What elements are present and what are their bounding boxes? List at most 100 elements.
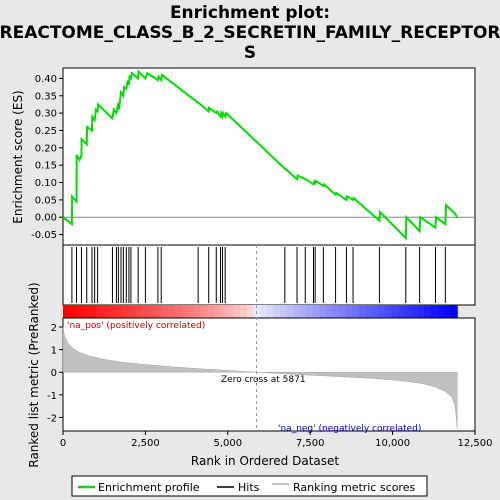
color-bar-segment [69, 305, 77, 318]
es-panel-frame [62, 67, 476, 246]
color-bar-segment [292, 305, 301, 318]
color-bar-segment [128, 305, 136, 318]
x-tick-label: 2,500 [131, 438, 160, 449]
color-bar-segment [240, 305, 248, 318]
rank-y-tick-label: -2 [47, 413, 57, 424]
rank-y-tick-label: 2 [51, 323, 57, 334]
rank-y-tick-label: 0 [51, 368, 57, 379]
color-bar-segment [108, 305, 117, 318]
color-bar-segment [260, 305, 268, 318]
color-bar-segment [299, 305, 307, 318]
color-bar-segment [168, 305, 176, 318]
color-bar-segment [411, 305, 419, 318]
legend-rank-label: Ranking metric scores [293, 481, 415, 494]
neg-correlated-label: 'na_neg' (negatively correlated) [278, 424, 421, 434]
hits-panel-frame [62, 244, 476, 306]
x-tick-label: 7,500 [296, 438, 325, 449]
es-y-tick-label: 0.10 [35, 178, 57, 189]
es-y-tick-label: 0.00 [35, 213, 57, 224]
es-y-tick-label: 0.20 [35, 143, 57, 154]
color-bar-segment [220, 305, 228, 318]
es-y-tick-label: 0.35 [35, 91, 57, 102]
es-y-tick-label: 0.25 [35, 126, 57, 137]
x-tick-label: 0 [60, 438, 66, 449]
color-bar-segment [194, 305, 202, 318]
color-bar-segment [345, 305, 353, 318]
pos-correlated-label: 'na_pos' (positively correlated) [67, 321, 205, 331]
zero-cross-label: Zero cross at 5871 [221, 375, 306, 385]
color-bar-segment [148, 305, 156, 318]
legend-profile-label: Enrichment profile [98, 481, 200, 494]
color-bar-segment [246, 305, 255, 318]
color-bar-segment [273, 305, 281, 318]
es-y-tick-label: 0.05 [35, 195, 57, 206]
color-bar-segment [312, 305, 320, 318]
color-bar-segment [430, 305, 439, 318]
color-bar-segment [437, 305, 445, 318]
color-bar-segment [102, 305, 110, 318]
ranking-color-bar [63, 305, 458, 318]
color-bar-segment [141, 305, 150, 318]
legend-hits-label: Hits [238, 481, 260, 494]
x-tick-label: 5,000 [213, 438, 242, 449]
es-y-axis-label: Enrichment score (ES) [11, 90, 25, 223]
color-bar-segment [378, 305, 386, 318]
es-y-axis: -0.05 0.00 0.05 0.10 0.15 0.20 0.25 0.30 0.35 0.4… [31, 74, 63, 241]
color-bar-segment [306, 305, 314, 318]
rank-y-tick-label: 1 [51, 346, 57, 357]
color-bar-segment [63, 305, 71, 318]
color-bar-segment [450, 305, 458, 318]
color-bar-segment [319, 305, 327, 318]
rank-y-axis-label: Ranked list metric (PreRanked) [27, 282, 41, 467]
color-bar-segment [371, 305, 379, 318]
color-bar-segment [115, 305, 123, 318]
color-bar-segment [424, 305, 432, 318]
color-bar-segment [417, 305, 425, 318]
color-bar-segment [444, 305, 452, 318]
color-bar-segment [89, 305, 97, 318]
color-bar-segment [135, 305, 143, 318]
x-tick-label: 12,500 [458, 438, 493, 449]
color-bar-segment [279, 305, 287, 318]
legend-box [71, 475, 428, 497]
color-bar-segment [253, 305, 261, 318]
es-y-tick-label: 0.15 [35, 161, 57, 172]
es-y-tick-label: 0.30 [35, 109, 57, 120]
legend: Enrichment profile Hits Ranking metric s… [71, 475, 428, 497]
color-bar-segment [181, 305, 189, 318]
hits-marks [71, 247, 446, 303]
color-bar-segment [95, 305, 104, 318]
x-axis-label: Rank in Ordered Dataset [191, 454, 339, 468]
color-bar-segment [207, 305, 215, 318]
color-bar-segment [384, 305, 393, 318]
chart-title-line3: S [244, 43, 256, 63]
color-bar-segment [266, 305, 274, 318]
color-bar-segment [332, 305, 340, 318]
chart-title-line2: REACTOME_CLASS_B_2_SECRETIN_FAMILY_RECEP… [0, 23, 500, 43]
color-bar-segment [187, 305, 196, 318]
color-bar-segment [200, 305, 209, 318]
color-bar-segment [214, 305, 222, 318]
chart-title-line1: Enrichment plot: [170, 3, 330, 23]
rank-y-axis: -2 -1 0 1 2 [47, 323, 63, 424]
color-bar-segment [352, 305, 360, 318]
color-bar-segment [76, 305, 84, 318]
color-bar-segment [404, 305, 412, 318]
color-bar-segment [161, 305, 169, 318]
color-bar-segment [286, 305, 294, 318]
color-bar-segment [325, 305, 333, 318]
color-bar-segment [227, 305, 235, 318]
color-bar-segment [174, 305, 182, 318]
rank-y-tick-label: -1 [47, 391, 57, 402]
color-bar-segment [365, 305, 373, 318]
color-bar-segment [338, 305, 347, 318]
x-tick-label: 10,000 [375, 438, 410, 449]
x-axis: 0 2,500 5,000 7,500 10,000 12,500 [60, 431, 493, 449]
es-y-tick-label: -0.05 [31, 230, 57, 241]
color-bar-segment [398, 305, 406, 318]
color-bar-segment [233, 305, 241, 318]
enrichment-profile-line [62, 69, 459, 241]
color-bar-segment [154, 305, 163, 318]
